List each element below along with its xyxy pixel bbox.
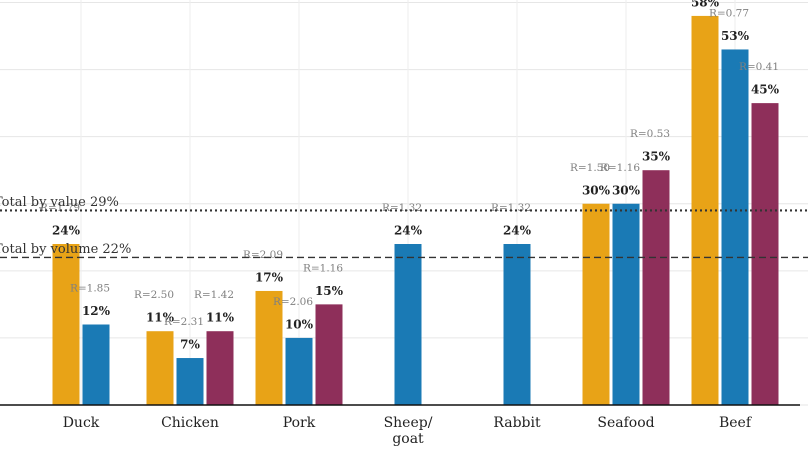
value-label: 24% (503, 224, 532, 238)
value-label: 58% (691, 0, 720, 9)
r-label: R=2.06 (273, 296, 313, 308)
value-label: 12% (82, 304, 111, 318)
bar (751, 103, 779, 405)
bar (52, 244, 80, 405)
value-label: 53% (721, 29, 750, 43)
x-tick-label: Chicken (161, 415, 219, 431)
r-label: R=1.16 (600, 162, 640, 174)
bar (315, 304, 343, 405)
bar (721, 49, 749, 405)
r-label: R=2.50 (134, 289, 174, 301)
x-tick-label: Rabbit (493, 415, 541, 431)
value-label: 35% (642, 150, 671, 164)
value-label: 30% (612, 183, 641, 197)
bar (146, 331, 174, 405)
value-label: 24% (52, 224, 81, 238)
bar (255, 290, 283, 405)
bar (642, 170, 670, 405)
bar (206, 331, 234, 405)
bar (82, 324, 110, 405)
r-label: R=1.42 (194, 289, 234, 301)
x-tick-label: Seafood (597, 415, 655, 431)
x-tick-label: Beef (718, 415, 752, 431)
r-label: R=0.77 (709, 7, 749, 19)
value-label: 11% (206, 311, 235, 325)
bar (176, 358, 204, 405)
r-label: R=1.16 (303, 262, 343, 274)
bar (582, 203, 610, 405)
reference-label: Total by volume 22% (0, 242, 131, 257)
r-label: R=1.50 (570, 162, 610, 174)
r-label: R=1.32 (491, 202, 531, 214)
r-label: R=1.32 (382, 202, 422, 214)
bar (503, 244, 531, 405)
bar (394, 244, 422, 405)
value-label: 30% (582, 183, 611, 197)
r-label: R=0.41 (739, 61, 779, 73)
value-label: 24% (394, 224, 423, 238)
value-label: 7% (180, 338, 200, 352)
bar (612, 203, 640, 405)
r-label: R=1.85 (70, 283, 110, 295)
bar (285, 337, 313, 405)
value-label: 17% (255, 270, 284, 284)
r-label: R=2.31 (164, 316, 204, 328)
value-label: 11% (146, 311, 175, 325)
x-tick-label: Sheep/ goat (383, 415, 433, 447)
x-tick-label: Pork (282, 415, 316, 431)
value-label: 45% (751, 83, 780, 97)
value-label: 10% (285, 317, 314, 331)
reference-label: Total by value 29% (0, 195, 119, 210)
value-label: 15% (315, 284, 344, 298)
r-label: R=2.09 (243, 249, 283, 261)
x-tick-label: Duck (62, 415, 100, 431)
r-label: R=0.53 (630, 128, 670, 140)
